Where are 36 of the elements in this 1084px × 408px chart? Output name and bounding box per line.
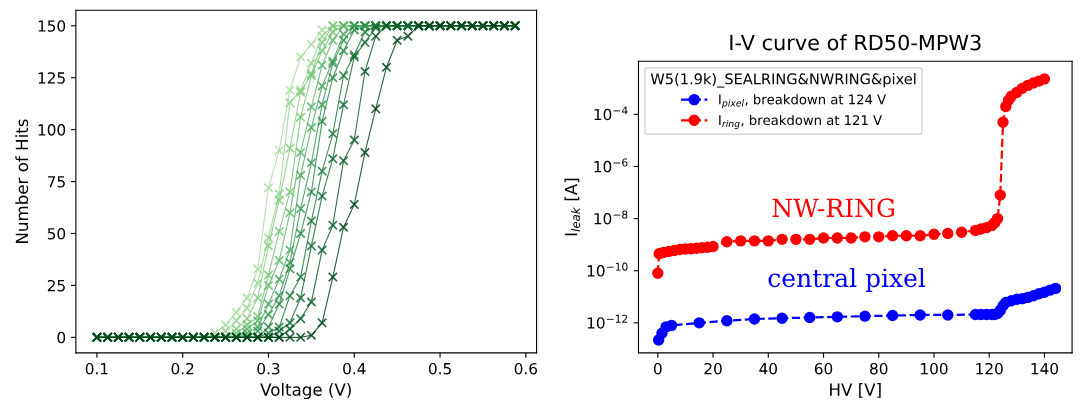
x-tick-label: 0 [653,362,662,375]
y-tick-label: 50 [47,227,66,240]
y-axis-title: Number of Hits [15,119,29,243]
x-tick-label: 0.4 [343,362,366,375]
x-tick-label: 20 [704,362,722,375]
y-tick-label: 25 [47,279,65,292]
x-tick-label: 60 [814,362,833,375]
x-tick-label: 0.6 [514,362,538,375]
y-tick-label: 10$^{−6}$ [594,158,628,173]
legend-title: W5(1.9k)_SEALRING&NWRING&pixel [650,73,916,88]
legend-label: I$_{ring}$, breakdown at 121 V [719,114,882,130]
y-tick-label: 100 [38,124,66,136]
y-tick-label: 0 [57,331,66,344]
x-tick-label: 80 [870,362,888,375]
x-tick-label: 0.3 [257,362,280,375]
y-tick-label: 150 [38,20,66,32]
x-tick-label: 140 [1031,362,1059,375]
y-tick-label: 75 [47,176,65,188]
x-tick-label: 0.2 [171,362,194,375]
x-tick-label: 100 [921,362,948,375]
y-tick-label: 10$^{−12}$ [587,314,628,329]
legend-label: I$_{pixel}$, breakdown at 124 V [719,94,887,109]
y-tick-label: 10$^{−4}$ [594,106,628,121]
y-tick-label: 10$^{−8}$ [594,210,628,225]
x-tick-label: 0.1 [85,362,108,375]
chart-title: I-V curve of RD50-MPW3 [730,34,981,51]
x-tick-label: 120 [976,362,1003,375]
y-tick-label: 10$^{−10}$ [587,262,628,277]
x-tick-label: 0.5 [428,362,451,375]
x-axis-title: Voltage (V) [260,382,351,400]
annotation: central pixel [768,267,926,293]
y-tick-label: 125 [38,72,65,84]
x-axis-title: HV [V] [830,382,881,398]
y-axis-title: I$_{leak}$ [A] [564,178,580,236]
annotation: NW-RING [772,198,894,218]
x-tick-label: 40 [759,362,777,375]
